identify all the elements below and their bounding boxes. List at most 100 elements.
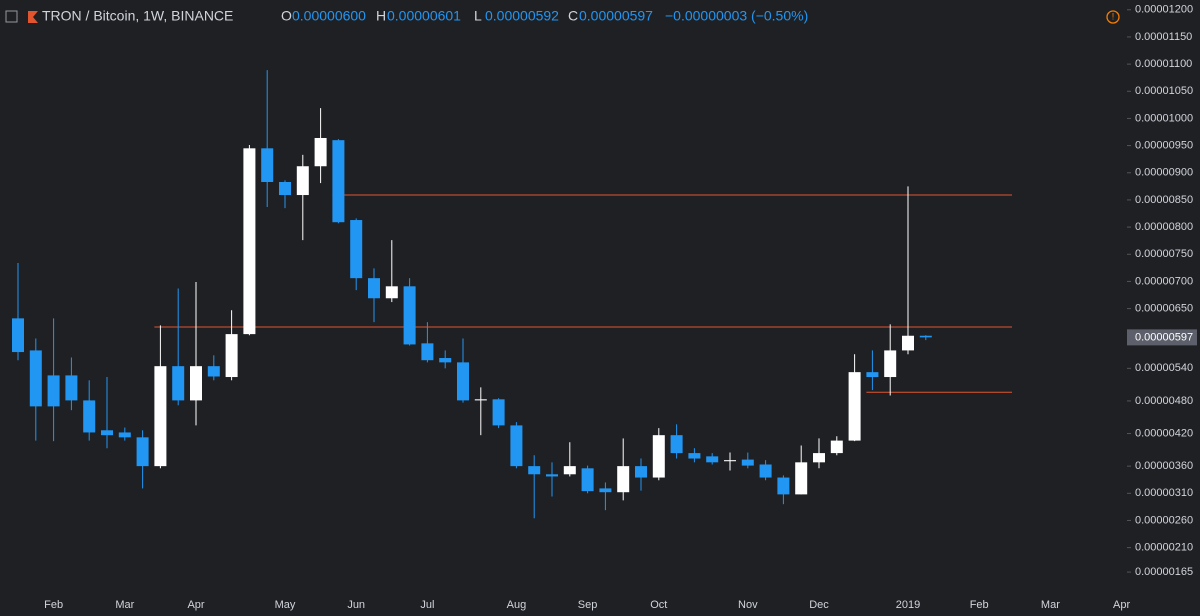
candle-body bbox=[510, 425, 523, 467]
price-tag-label: 0.00000597 bbox=[1135, 331, 1193, 343]
alert-mark: ! bbox=[1112, 11, 1115, 21]
candle-body bbox=[848, 372, 861, 441]
candle-body bbox=[617, 466, 630, 493]
candle-body bbox=[688, 453, 701, 459]
y-tick-label: 0.00000480 bbox=[1135, 395, 1193, 407]
y-tick-label: 0.00000950 bbox=[1135, 140, 1193, 152]
alert-icon[interactable] bbox=[1106, 10, 1120, 24]
candle-body bbox=[474, 399, 487, 401]
expand-icon[interactable] bbox=[5, 10, 18, 23]
ohlc-label: O bbox=[281, 8, 292, 24]
y-tick-label: 0.00000850 bbox=[1135, 194, 1193, 206]
candle-body bbox=[581, 468, 594, 492]
ohlc-value: 0.00000592 bbox=[485, 8, 559, 24]
y-tick-label: 0.00001100 bbox=[1135, 58, 1192, 70]
candle-body bbox=[83, 400, 96, 433]
ohlc-value: 0.00000600 bbox=[292, 8, 366, 24]
candle-body bbox=[884, 350, 897, 378]
candle-body bbox=[439, 358, 452, 363]
ohlc-label: H bbox=[376, 8, 386, 24]
x-tick-label: Jun bbox=[347, 599, 365, 611]
candle-body bbox=[866, 372, 879, 378]
price-tag bbox=[1127, 329, 1197, 346]
candle-body bbox=[492, 399, 505, 426]
candle-body bbox=[635, 466, 647, 478]
candle-body bbox=[563, 466, 576, 475]
y-tick-label: 0.00001000 bbox=[1135, 112, 1193, 124]
y-tick-label: 0.00000360 bbox=[1135, 460, 1193, 472]
y-tick-label: 0.00001050 bbox=[1135, 85, 1193, 97]
candle-body bbox=[759, 464, 772, 478]
candle-body bbox=[314, 137, 327, 167]
candle-body bbox=[652, 435, 665, 478]
change: −0.00000003 (−0.50%) bbox=[665, 8, 808, 24]
x-tick-label: Nov bbox=[738, 599, 758, 611]
x-tick-label: 2019 bbox=[896, 599, 920, 611]
y-tick-label: 0.00000750 bbox=[1135, 248, 1193, 260]
y-tick-label: 0.00000165 bbox=[1135, 566, 1193, 578]
candle-body bbox=[172, 366, 185, 401]
candle-body bbox=[546, 474, 558, 477]
x-tick-label: Apr bbox=[187, 599, 204, 611]
ohlc-label: C bbox=[568, 8, 578, 24]
candle-body bbox=[279, 181, 291, 196]
candle-body bbox=[421, 343, 434, 361]
candle-body bbox=[777, 477, 790, 495]
ohlc-value: 0.00000597 bbox=[579, 8, 653, 24]
candle-body bbox=[261, 148, 274, 182]
x-tick-label: Jul bbox=[420, 599, 434, 611]
candle-body bbox=[29, 350, 42, 407]
y-tick-label: 0.00000420 bbox=[1135, 427, 1193, 439]
y-tick-label: 0.00000260 bbox=[1135, 514, 1193, 526]
candle-body bbox=[368, 278, 380, 299]
symbol-icon bbox=[28, 11, 38, 23]
candle-body bbox=[830, 440, 843, 454]
candle-body bbox=[670, 435, 683, 454]
candle-body bbox=[902, 335, 914, 351]
candle-body bbox=[332, 140, 345, 223]
candle-body bbox=[457, 362, 469, 401]
candle-body bbox=[101, 430, 113, 436]
x-tick-label: Dec bbox=[809, 599, 829, 611]
candle-body bbox=[47, 375, 60, 407]
y-tick-label: 0.00001150 bbox=[1135, 31, 1192, 43]
x-tick-label: Oct bbox=[650, 599, 667, 611]
candle-body bbox=[706, 456, 719, 463]
candle-body bbox=[136, 437, 149, 467]
y-tick-label: 0.00000700 bbox=[1135, 275, 1193, 287]
y-tick-label: 0.00000310 bbox=[1135, 487, 1193, 499]
candle-body bbox=[65, 375, 78, 401]
x-tick-label: Aug bbox=[507, 599, 527, 611]
candle-body bbox=[599, 488, 612, 493]
candle-body bbox=[528, 466, 541, 475]
candle-body bbox=[724, 460, 736, 462]
x-tick-label: Apr bbox=[1113, 599, 1130, 611]
candle-body bbox=[296, 166, 309, 196]
candle-body bbox=[154, 366, 167, 467]
y-tick-label: 0.00000540 bbox=[1135, 362, 1193, 374]
candle-body bbox=[813, 453, 825, 463]
candle-body bbox=[118, 432, 131, 438]
y-tick-label: 0.00000800 bbox=[1135, 221, 1193, 233]
x-tick-label: Mar bbox=[1041, 599, 1060, 611]
symbol[interactable]: TRON / Bitcoin, 1W, BINANCE bbox=[42, 8, 233, 24]
ohlc-label: L bbox=[474, 8, 482, 24]
x-tick-label: Feb bbox=[970, 599, 989, 611]
y-tick-label: 0.00001200 bbox=[1135, 4, 1193, 16]
x-tick-label: May bbox=[275, 599, 296, 611]
x-tick-label: Mar bbox=[115, 599, 134, 611]
candle-body bbox=[207, 366, 220, 377]
y-tick-label: 0.00000210 bbox=[1135, 542, 1193, 554]
candle-body bbox=[741, 459, 754, 466]
y-tick-label: 0.00000650 bbox=[1135, 302, 1193, 314]
candle-body bbox=[243, 148, 256, 335]
candle-body bbox=[385, 286, 398, 299]
candle-body bbox=[12, 318, 24, 353]
candle-body bbox=[350, 220, 363, 279]
candle-body bbox=[795, 462, 808, 495]
candle-body bbox=[190, 366, 202, 401]
x-tick-label: Feb bbox=[44, 599, 63, 611]
